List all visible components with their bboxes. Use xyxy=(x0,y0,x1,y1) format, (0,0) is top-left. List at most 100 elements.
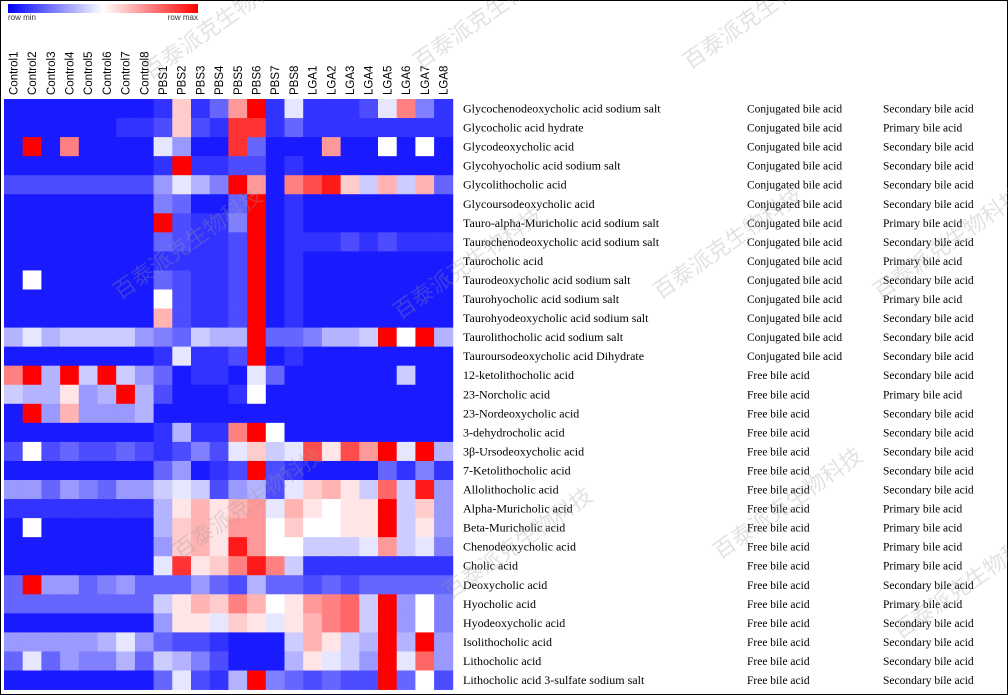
heatmap-cell xyxy=(97,289,117,309)
heatmap-cell xyxy=(116,460,136,481)
heatmap-cell xyxy=(60,232,80,252)
heatmap-cell xyxy=(22,632,42,652)
heatmap-cell xyxy=(22,499,42,519)
heatmap-cell xyxy=(303,403,323,424)
heatmap-cell xyxy=(60,308,80,328)
heatmap-cell xyxy=(60,670,80,690)
heatmap-cell xyxy=(247,594,267,614)
row-category-label: Conjugated bile acid xyxy=(747,180,842,192)
heatmap-cell xyxy=(78,480,98,500)
heatmap-cell xyxy=(228,460,248,481)
row-class-label: Secondary bile acid xyxy=(883,485,974,497)
heatmap-cell xyxy=(303,518,323,538)
heatmap-cell xyxy=(134,308,154,328)
heatmap-cell xyxy=(359,651,379,671)
heatmap-cell xyxy=(265,613,285,633)
heatmap-cell xyxy=(359,518,379,538)
heatmap-cell xyxy=(209,213,229,233)
heatmap-cell xyxy=(247,441,267,462)
heatmap-cell xyxy=(265,308,285,328)
heatmap-cell xyxy=(359,594,379,614)
heatmap-cell xyxy=(321,175,341,195)
heatmap-cell xyxy=(116,518,136,538)
heatmap-cell xyxy=(60,499,80,519)
heatmap-cell xyxy=(396,556,416,576)
heatmap-cell xyxy=(434,213,454,233)
heatmap-cell xyxy=(4,594,24,614)
heatmap-cell xyxy=(396,99,416,119)
heatmap-cell xyxy=(172,156,192,176)
heatmap-cell xyxy=(378,384,398,405)
heatmap-cell xyxy=(22,365,42,386)
heatmap-cell xyxy=(209,441,229,462)
heatmap-cell xyxy=(434,632,454,652)
heatmap-cell xyxy=(228,441,248,462)
heatmap-cell xyxy=(340,441,360,462)
heatmap-cell xyxy=(41,556,61,576)
heatmap-cell xyxy=(359,460,379,481)
heatmap-cell xyxy=(247,232,267,252)
heatmap-cell xyxy=(209,327,229,348)
row-class-label: Secondary bile acid xyxy=(883,142,974,154)
row-category-label: Conjugated bile acid xyxy=(747,332,842,344)
heatmap-cell xyxy=(41,499,61,519)
row-category-label: Conjugated bile acid xyxy=(747,256,842,268)
heatmap-cell xyxy=(359,289,379,309)
heatmap-cell xyxy=(284,575,304,595)
row-category-label: Conjugated bile acid xyxy=(747,275,842,287)
heatmap-cell xyxy=(359,251,379,271)
heatmap-cell xyxy=(41,575,61,595)
row-category-label: Free bile acid xyxy=(747,370,810,382)
heatmap-cell xyxy=(265,556,285,576)
heatmap-cell xyxy=(22,403,42,424)
heatmap-cell xyxy=(78,327,98,348)
heatmap-cell xyxy=(303,346,323,367)
heatmap-cell xyxy=(191,137,211,157)
heatmap-cell xyxy=(60,118,80,138)
heatmap-cell xyxy=(78,594,98,614)
heatmap-cell xyxy=(228,518,248,538)
heatmap-cell xyxy=(172,403,192,424)
heatmap-cell xyxy=(303,289,323,309)
row-label: Deoxycholic acid xyxy=(463,578,547,592)
heatmap-cell xyxy=(396,499,416,519)
heatmap-cell xyxy=(22,537,42,557)
heatmap-cell xyxy=(359,670,379,690)
heatmap-cell xyxy=(303,556,323,576)
heatmap-cell xyxy=(4,118,24,138)
column-label: LGA4 xyxy=(364,65,376,95)
heatmap-cell xyxy=(284,365,304,386)
heatmap-cell xyxy=(209,384,229,405)
heatmap-cell xyxy=(359,384,379,405)
heatmap-cell xyxy=(22,99,42,119)
heatmap-cell xyxy=(22,232,42,252)
heatmap-cell xyxy=(434,327,454,348)
heatmap-cell xyxy=(209,346,229,367)
heatmap-cell xyxy=(116,346,136,367)
heatmap-cell xyxy=(4,175,24,195)
column-label: Control4 xyxy=(64,51,76,95)
heatmap-cell xyxy=(191,575,211,595)
heatmap-cell xyxy=(359,137,379,157)
heatmap-cell xyxy=(134,422,154,443)
heatmap-cell xyxy=(340,308,360,328)
heatmap-cell xyxy=(172,613,192,633)
heatmap-cell xyxy=(378,422,398,443)
column-label: Control8 xyxy=(139,52,151,95)
row-class-label: Primary bile acid xyxy=(883,218,962,230)
heatmap-cell xyxy=(321,460,341,481)
heatmap-cell xyxy=(209,232,229,252)
heatmap-cell xyxy=(265,365,285,386)
row-class-label: Primary bile acid xyxy=(883,504,962,516)
heatmap-cell xyxy=(340,289,360,309)
heatmap-cell xyxy=(60,327,80,348)
heatmap-cell xyxy=(284,308,304,328)
heatmap-cell xyxy=(209,499,229,519)
heatmap-cell xyxy=(396,518,416,538)
heatmap-cell xyxy=(191,518,211,538)
heatmap-cell xyxy=(284,270,304,290)
heatmap-cell xyxy=(172,118,192,138)
heatmap-cell xyxy=(359,327,379,348)
heatmap-cell xyxy=(41,537,61,557)
heatmap-cell xyxy=(284,346,304,367)
